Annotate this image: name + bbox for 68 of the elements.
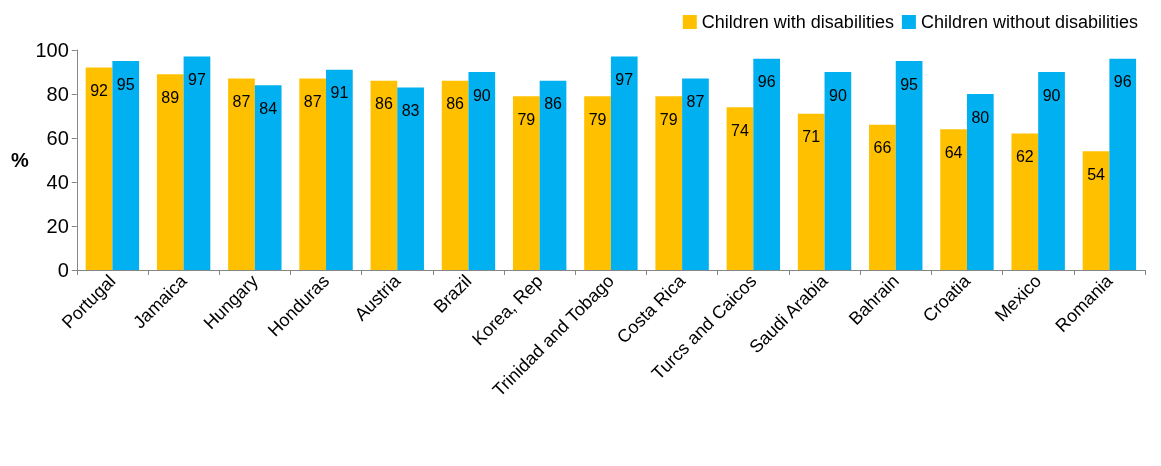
bar [895,61,923,270]
bar [824,72,852,270]
data-label: 74 [731,121,749,139]
y-tick-label: 20 [46,215,69,237]
bar [397,87,424,270]
data-label: 84 [259,99,278,117]
data-label: 90 [472,86,491,104]
bar [753,58,781,270]
bar [682,78,709,270]
data-label: 54 [1087,165,1106,183]
bar [539,80,567,270]
bar [726,107,754,270]
bar [468,72,496,270]
data-label: 90 [1042,86,1061,104]
data-label: 97 [615,71,634,89]
data-label: 90 [828,86,847,104]
bar [584,96,611,270]
bar [610,56,638,270]
bar [183,56,211,270]
data-label: 87 [232,93,251,111]
bar [441,80,469,270]
y-tick-label: 60 [46,127,69,149]
bar [370,80,398,270]
bar [1109,58,1137,270]
data-label: 79 [659,110,678,128]
legend-label: Children with disabilities [701,12,894,32]
data-label: 96 [757,73,776,91]
y-tick-label: 100 [35,39,69,61]
bar [299,78,327,270]
bar [512,96,540,270]
data-label: 95 [900,75,919,93]
bar [940,129,967,270]
bar [1038,72,1065,270]
data-label: 64 [944,143,963,161]
bar [1011,133,1039,270]
bar [85,67,113,270]
data-label: 79 [588,110,607,128]
data-label: 87 [303,93,322,111]
bar [228,78,255,270]
data-label: 86 [544,95,563,113]
legend-label: Children without disabilities [920,12,1138,32]
bar [156,74,184,270]
bar [1082,151,1110,270]
bar [326,69,353,270]
data-label: 97 [188,71,206,89]
bar [655,96,683,270]
data-label: 83 [401,101,420,119]
data-label: 66 [873,139,892,157]
bar [112,61,140,270]
data-label: 86 [446,95,465,113]
bar [966,94,994,270]
data-label: 87 [686,93,705,111]
y-tick-label: 40 [46,171,69,193]
bar [869,124,896,270]
data-label: 79 [517,110,536,128]
bar [254,85,282,270]
y-tick-label: 80 [46,83,69,105]
data-label: 80 [971,108,990,126]
data-label: 95 [116,75,135,93]
data-label: 71 [802,128,821,146]
bar [797,113,825,270]
data-label: 96 [1113,73,1132,91]
data-label: 91 [330,84,349,102]
data-label: 92 [90,82,109,100]
data-label: 89 [161,88,180,106]
y-axis-title: % [10,149,29,171]
data-label: 86 [375,95,393,113]
data-label: 62 [1015,148,1034,166]
